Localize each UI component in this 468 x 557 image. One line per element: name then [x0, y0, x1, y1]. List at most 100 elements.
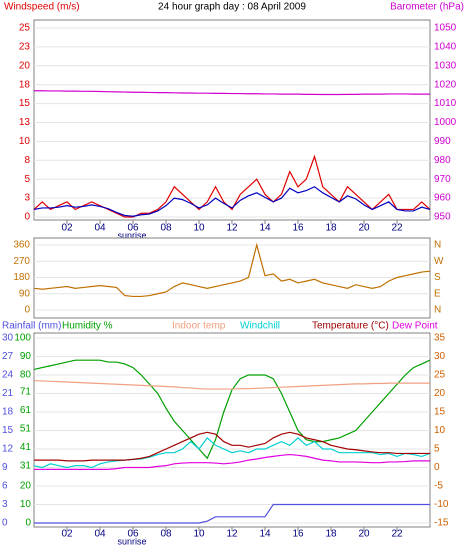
x-tick-label: 04 — [94, 223, 106, 234]
tick-label: 1050 — [434, 23, 457, 34]
tick-label: 180 — [13, 272, 30, 283]
tick-label: 35 — [434, 333, 446, 344]
tick-label: 13 — [19, 117, 31, 128]
tick-label: 970 — [434, 174, 451, 185]
tick-label: 0 — [25, 518, 31, 529]
x-tick-label: 16 — [292, 223, 304, 234]
tick-label: 25 — [19, 23, 31, 34]
tick-label: 1020 — [434, 79, 457, 90]
tick-label: 5 — [24, 174, 30, 185]
tick-label: -15 — [434, 518, 449, 529]
tick-label: 90 — [20, 351, 32, 362]
tick-label: 31 — [20, 460, 32, 471]
tick-label: 30 — [434, 351, 446, 362]
tick-label: 20 — [434, 388, 446, 399]
tick-label: 6 — [2, 481, 8, 492]
tick-label: 41 — [20, 442, 32, 453]
x-tick-label: 06 — [127, 223, 139, 234]
x-tick-label: 12 — [226, 223, 238, 234]
tick-label: 5 — [434, 444, 440, 455]
x-tick-label: 22 — [391, 223, 403, 234]
legend-label: Indoor temp — [172, 321, 226, 332]
tick-label: 960 — [434, 193, 451, 204]
tick-label: 27 — [2, 351, 14, 362]
tick-label: 1010 — [434, 98, 457, 109]
x-tick-label: 14 — [259, 223, 271, 234]
tick-label: -5 — [434, 481, 443, 492]
tick-label: 18 — [2, 407, 14, 418]
tick-label: 20 — [19, 60, 31, 71]
x-tick-label: 02 — [61, 223, 73, 234]
x-tick-label: 20 — [358, 223, 370, 234]
tick-label: S — [434, 272, 441, 283]
x-tick-label: 08 — [160, 529, 172, 540]
x-tick-label: 04 — [94, 529, 106, 540]
series-line — [33, 242, 431, 298]
series-line — [34, 453, 430, 470]
tick-label: 270 — [13, 256, 30, 267]
tick-label: 1000 — [434, 117, 457, 128]
tick-label: 3 — [24, 193, 30, 204]
tick-label: 15 — [434, 407, 446, 418]
x-tick-label: 16 — [292, 529, 304, 540]
tick-label: 950 — [434, 212, 451, 223]
tick-label: 12 — [2, 444, 14, 455]
legend-label: Humidity % — [62, 321, 113, 332]
tick-label: N — [434, 240, 441, 251]
tick-label: 21 — [2, 388, 14, 399]
y2-axis-label: Barometer (hPa) — [390, 2, 464, 13]
tick-label: E — [434, 288, 441, 299]
tick-label: 10 — [434, 425, 446, 436]
tick-label: 990 — [434, 136, 451, 147]
tick-label: 24 — [2, 370, 14, 381]
tick-label: 0 — [24, 305, 30, 316]
series-line — [33, 437, 431, 469]
x-tick-label: 02 — [61, 529, 73, 540]
y-axis-label: Windspeed (m/s) — [4, 2, 80, 13]
tick-label: 360 — [13, 240, 30, 251]
tick-label: 9 — [2, 462, 8, 473]
x-tick-label: 18 — [325, 529, 337, 540]
series-line — [34, 431, 430, 462]
series-line — [33, 154, 431, 218]
series-line — [34, 503, 430, 524]
x-tick-label: 14 — [259, 529, 271, 540]
tick-label: 71 — [20, 386, 32, 397]
series-line — [33, 359, 431, 460]
tick-label: 0 — [24, 212, 30, 223]
tick-label: 8 — [24, 155, 30, 166]
tick-label: 23 — [19, 42, 31, 53]
tick-label: 90 — [19, 288, 31, 299]
tick-label: 1040 — [434, 42, 457, 53]
tick-label: -10 — [434, 499, 449, 510]
series-line — [33, 186, 431, 217]
tick-label: 18 — [19, 79, 31, 90]
tick-label: 61 — [20, 405, 32, 416]
annotation: sunrise — [117, 230, 146, 240]
tick-label: 30 — [2, 333, 14, 344]
x-tick-label: 22 — [391, 529, 403, 540]
tick-label: 20 — [20, 481, 32, 492]
tick-label: 100 — [14, 333, 31, 344]
legend-label: Dew Point — [392, 321, 438, 332]
tick-label: 3 — [2, 499, 8, 510]
tick-label: 51 — [20, 423, 32, 434]
x-tick-label: 20 — [358, 529, 370, 540]
legend-label: Temperature (°C) — [312, 321, 389, 332]
series-line — [33, 379, 430, 390]
annotation: sunrise — [117, 536, 146, 546]
tick-label: 0 — [2, 518, 8, 529]
x-tick-label: 08 — [160, 223, 172, 234]
tick-label: W — [434, 256, 444, 267]
tick-label: 10 — [19, 136, 31, 147]
x-tick-label: 06 — [127, 529, 139, 540]
plot-frame — [33, 19, 431, 221]
x-tick-label: 10 — [193, 529, 205, 540]
tick-label: 1030 — [434, 60, 457, 71]
tick-label: N — [434, 305, 441, 316]
chart-title: 24 hour graph day : 08 April 2009 — [158, 2, 306, 13]
tick-label: 15 — [2, 425, 14, 436]
tick-label: 15 — [19, 98, 31, 109]
x-tick-label: 18 — [325, 223, 337, 234]
